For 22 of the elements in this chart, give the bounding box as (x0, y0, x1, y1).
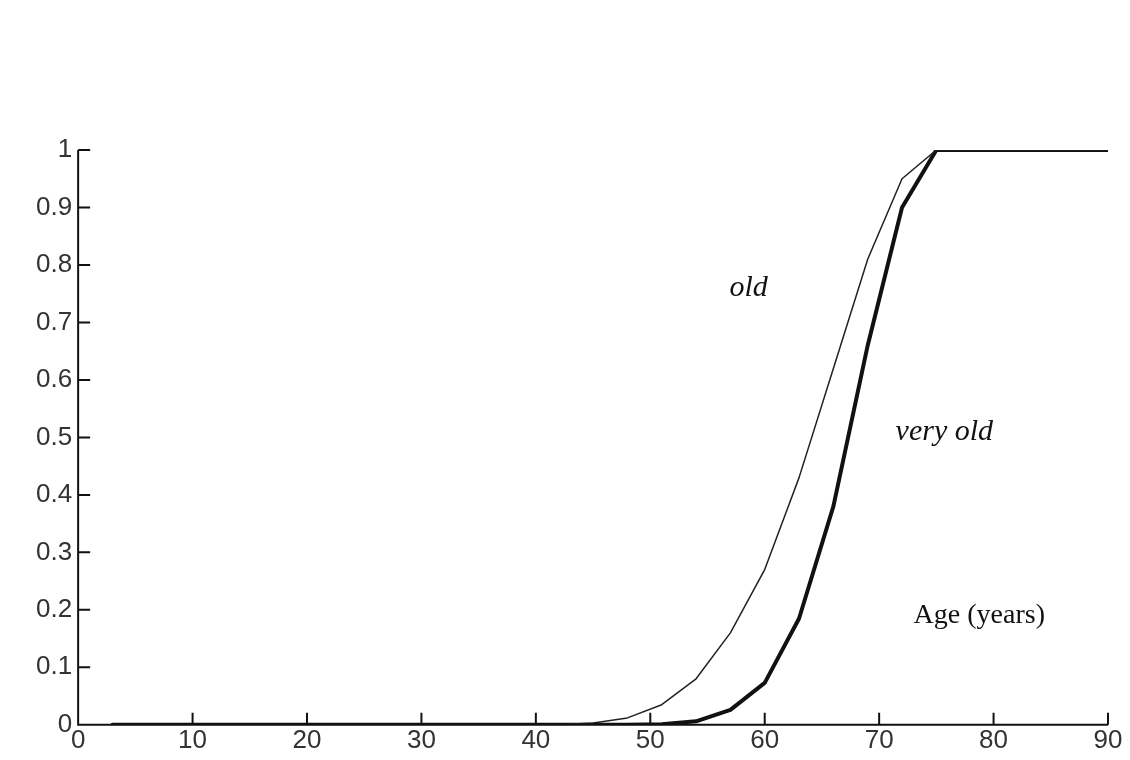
x-tick-label: 70 (864, 723, 894, 754)
y-tick-label: 0.8 (35, 248, 73, 279)
x-tick-label: 20 (292, 723, 322, 754)
x-tick-label: 40 (521, 723, 551, 754)
x-tick-label: 30 (406, 723, 436, 754)
x-tick-label: 50 (635, 723, 665, 754)
x-axis-title: Age (years) (913, 597, 1045, 629)
x-tick-label: 90 (1093, 723, 1123, 754)
y-tick-label: 0.4 (35, 478, 73, 509)
y-tick-label: 0.3 (35, 535, 73, 566)
y-tick-label: 0.2 (35, 593, 73, 624)
text: old (729, 268, 769, 302)
y-tick-label: 0.9 (35, 190, 73, 221)
y-tick-label: 0.5 (35, 420, 73, 451)
y-tick-label: 0.6 (35, 363, 73, 394)
y-tick-label: 0.7 (35, 305, 73, 336)
x-tick-label: 80 (979, 723, 1009, 754)
y-tick-label: 0.1 (35, 650, 73, 681)
x-tick-label: 60 (750, 723, 780, 754)
y-tick-label: 1 (57, 133, 73, 164)
x-tick-label: 10 (178, 723, 208, 754)
series-label: very old (895, 412, 995, 446)
